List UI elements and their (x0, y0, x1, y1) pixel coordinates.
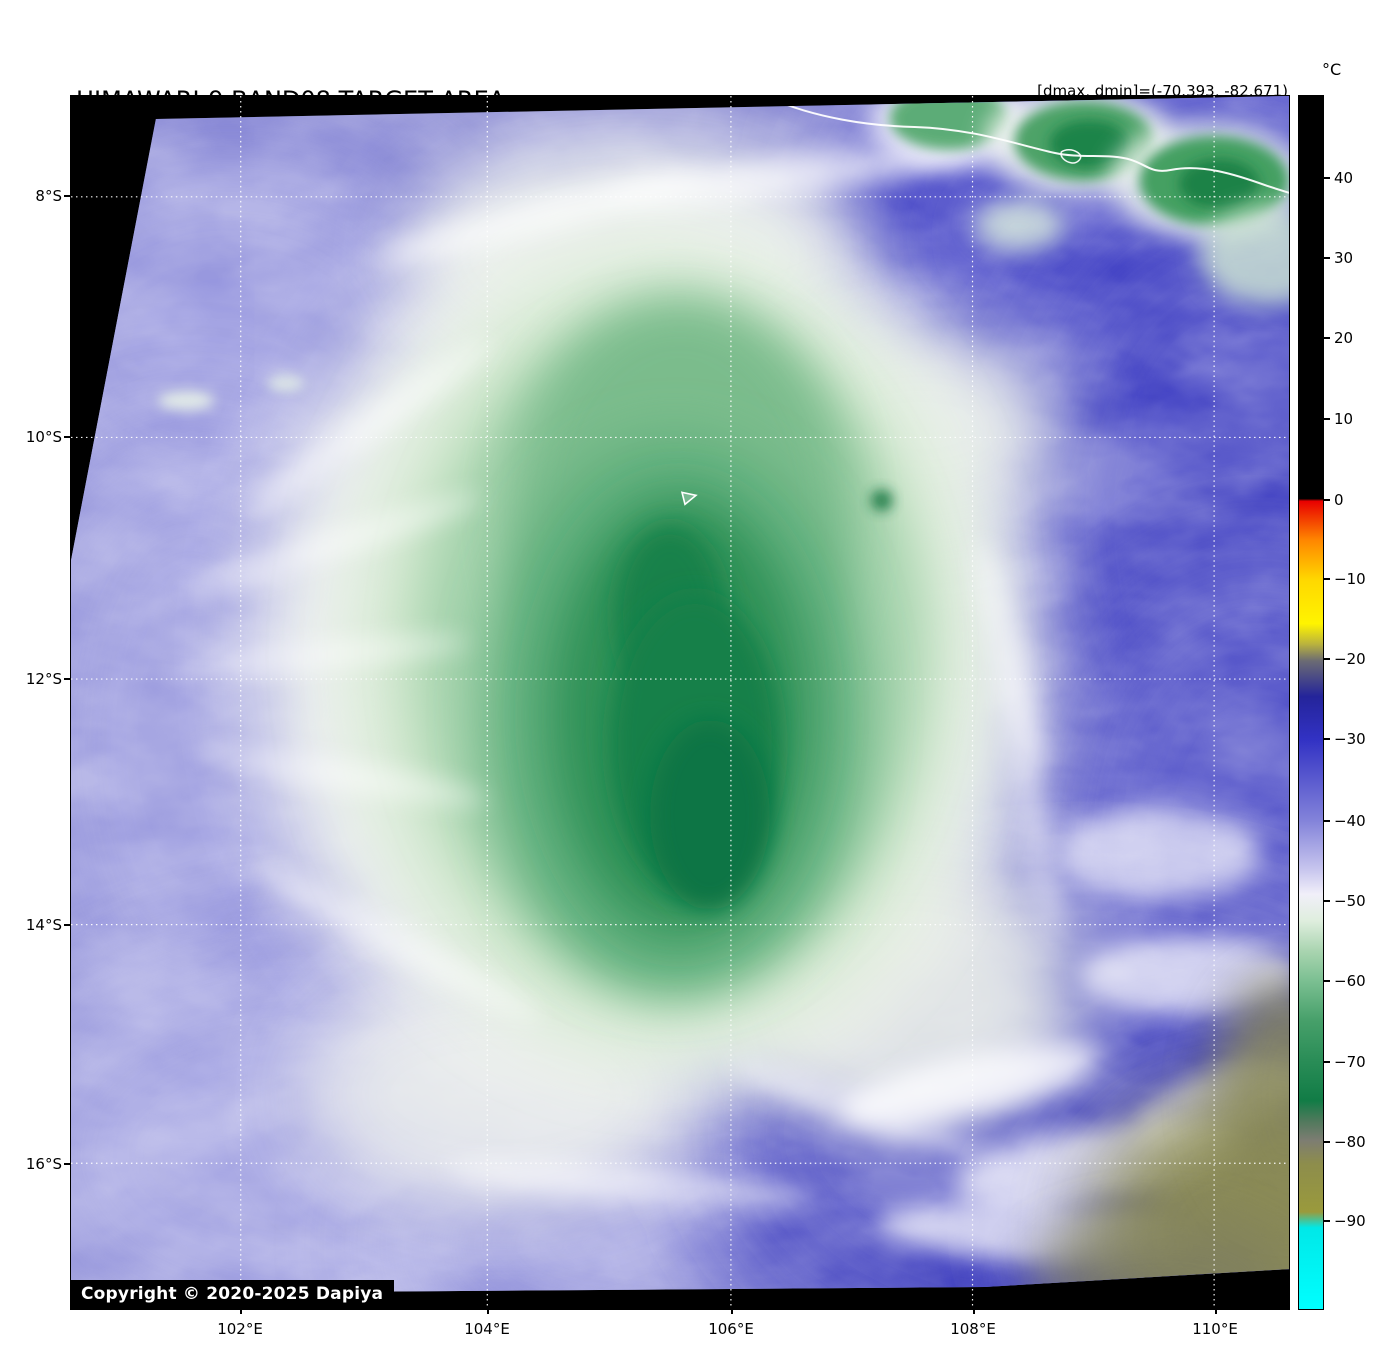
cb-tick-n80: −80 (1324, 1133, 1366, 1151)
grid-lines (71, 96, 1289, 1309)
outflow-bands (171, 142, 1058, 1209)
cb-tick-n10: −10 (1324, 570, 1366, 588)
colorbar-unit-label: °C (1322, 60, 1342, 79)
cb-tick-0: 0 (1324, 491, 1344, 509)
cb-tick-n90: −90 (1324, 1212, 1366, 1230)
temperature-colorbar (1298, 95, 1324, 1310)
satellite-image-canvas (71, 96, 1289, 1309)
lat-label-16s: 16°S (0, 1155, 70, 1173)
copyright-label: Copyright © 2020-2025 Dapiya (71, 1280, 395, 1309)
lat-label-12s: 12°S (0, 670, 70, 688)
cb-tick-40: 40 (1323, 169, 1354, 187)
lon-label-104e: 104°E (452, 1308, 522, 1338)
small-cloud-specks (157, 375, 893, 512)
lon-label-106e: 106°E (696, 1308, 766, 1338)
convective-core (360, 265, 960, 1045)
satellite-map: Copyright © 2020-2025 Dapiya (70, 95, 1290, 1310)
lon-label-110e: 110°E (1180, 1308, 1250, 1338)
storm-center-marker (680, 491, 698, 506)
lat-label-14s: 14°S (0, 916, 70, 934)
lon-label-102e: 102°E (205, 1308, 275, 1338)
cb-tick-20: 20 (1323, 329, 1354, 347)
java-coastline (769, 97, 1289, 194)
cb-tick-10: 10 (1323, 410, 1354, 428)
cb-tick-n50: −50 (1324, 892, 1366, 910)
cb-tick-n30: −30 (1324, 730, 1366, 748)
lat-label-10s: 10°S (0, 428, 70, 446)
cb-tick-n60: −60 (1324, 972, 1366, 990)
cb-tick-30: 30 (1323, 249, 1354, 267)
lat-label-8s: 8°S (0, 187, 70, 205)
cb-tick-n70: −70 (1324, 1053, 1366, 1071)
data-region (71, 96, 1289, 1295)
lon-label-108e: 108°E (938, 1308, 1008, 1338)
cb-tick-n40: −40 (1324, 812, 1366, 830)
cb-tick-n20: −20 (1324, 650, 1366, 668)
